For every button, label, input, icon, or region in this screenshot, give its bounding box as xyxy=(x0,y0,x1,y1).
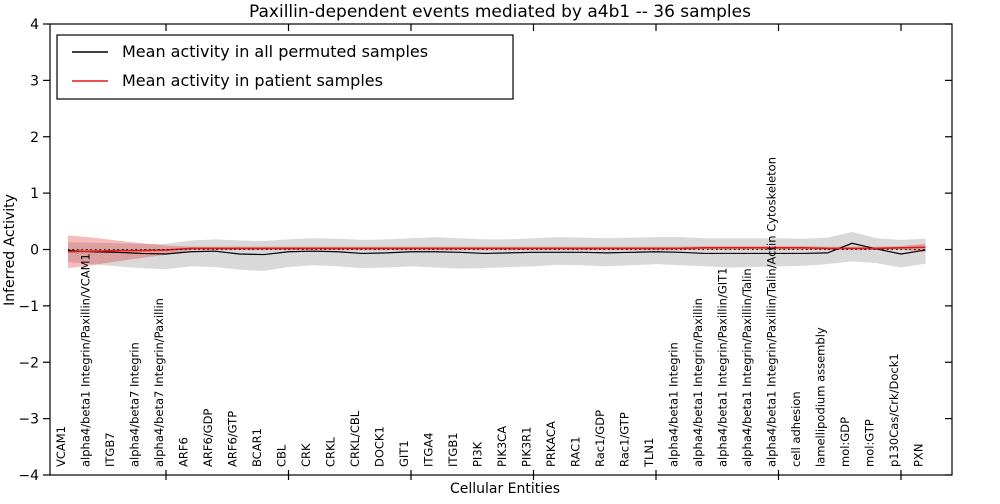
category-label: alpha4/beta1 Integrin/Paxillin/GIT1 xyxy=(716,268,730,467)
category-label: alpha4/beta7 Integrin xyxy=(128,342,142,467)
category-label: RAC1 xyxy=(569,436,583,467)
permuted-mean-line xyxy=(67,242,926,256)
category-label: BCAR1 xyxy=(250,428,264,467)
category-label: ITGB1 xyxy=(446,432,460,467)
y-tick-labels: −4 −3 −2 −1 0 1 2 3 4 xyxy=(18,17,39,484)
category-label: mol:GTP xyxy=(863,419,877,467)
y-tick-label: 2 xyxy=(30,130,39,146)
x-axis-label: Cellular Entities xyxy=(450,481,560,497)
category-label: p130Cas/Crk/Dock1 xyxy=(887,353,901,467)
category-label: PI3K xyxy=(471,441,485,467)
category-label: ITGB7 xyxy=(103,432,117,467)
category-label: cell adhesion xyxy=(789,391,803,467)
legend-box xyxy=(56,34,514,100)
y-tick-label: −4 xyxy=(18,468,39,484)
patient-mean-line xyxy=(67,246,926,253)
chart-title: Paxillin-dependent events mediated by a4… xyxy=(249,2,751,22)
category-label: mol:GDP xyxy=(838,417,852,467)
category-label: PIK3CA xyxy=(495,426,509,467)
category-label: lamellipodium assembly xyxy=(814,327,828,467)
category-label: Rac1/GDP xyxy=(593,410,607,467)
permuted-confidence-band xyxy=(68,232,926,271)
category-label: ARF6 xyxy=(177,437,191,467)
category-label: VCAM1 xyxy=(54,426,68,467)
category-label: ARF6/GDP xyxy=(201,409,215,467)
category-label: PRKACA xyxy=(544,421,558,467)
category-label: alpha4/beta1 Integrin/Paxillin/VCAM1 xyxy=(79,253,93,467)
category-label: alpha4/beta1 Integrin/Paxillin xyxy=(691,298,705,467)
category-label: PXN xyxy=(912,444,926,467)
category-label: Rac1/GTP xyxy=(618,412,632,467)
legend-label-patient: Mean activity in patient samples xyxy=(122,71,383,90)
category-label: CRKL/CBL xyxy=(348,410,362,467)
y-tick-label: 1 xyxy=(30,186,39,202)
category-label: CRKL xyxy=(324,436,338,467)
category-label: alpha4/beta7 Integrin/Paxillin xyxy=(152,298,166,467)
plot-border xyxy=(49,23,953,476)
y-tick-label: −1 xyxy=(18,299,39,315)
category-label: CBL xyxy=(275,444,289,467)
category-label: GIT1 xyxy=(397,440,411,467)
category-label: ARF6/GTP xyxy=(226,411,240,467)
y-tick-label: 0 xyxy=(30,243,39,259)
y-tick-label: −2 xyxy=(18,355,39,371)
category-label: PIK3R1 xyxy=(520,427,534,468)
y-tick-label: 3 xyxy=(30,73,39,89)
legend: Mean activity in all permuted samples Me… xyxy=(56,34,514,100)
category-label: DOCK1 xyxy=(373,426,387,467)
confidence-bands-layer xyxy=(68,232,926,271)
x-category-labels: VCAM1 alpha4/beta1 Integrin/Paxillin/VCAM… xyxy=(54,157,926,468)
category-label: alpha4/beta1 Integrin/Paxillin/Talin xyxy=(740,268,754,467)
y-axis-label: Inferred Activity xyxy=(2,194,18,306)
series-lines-layer xyxy=(67,242,926,256)
category-label: TLN1 xyxy=(642,438,656,468)
y-tick-label: 4 xyxy=(30,17,39,33)
legend-label-permuted: Mean activity in all permuted samples xyxy=(122,42,428,61)
category-label: CRK xyxy=(299,443,313,467)
y-tick-label: −3 xyxy=(18,412,39,428)
category-label: alpha4/beta1 Integrin/Paxillin/Talin/Act… xyxy=(765,157,779,467)
category-label: alpha4/beta1 Integrin xyxy=(667,342,681,467)
category-label: ITGA4 xyxy=(422,432,436,467)
